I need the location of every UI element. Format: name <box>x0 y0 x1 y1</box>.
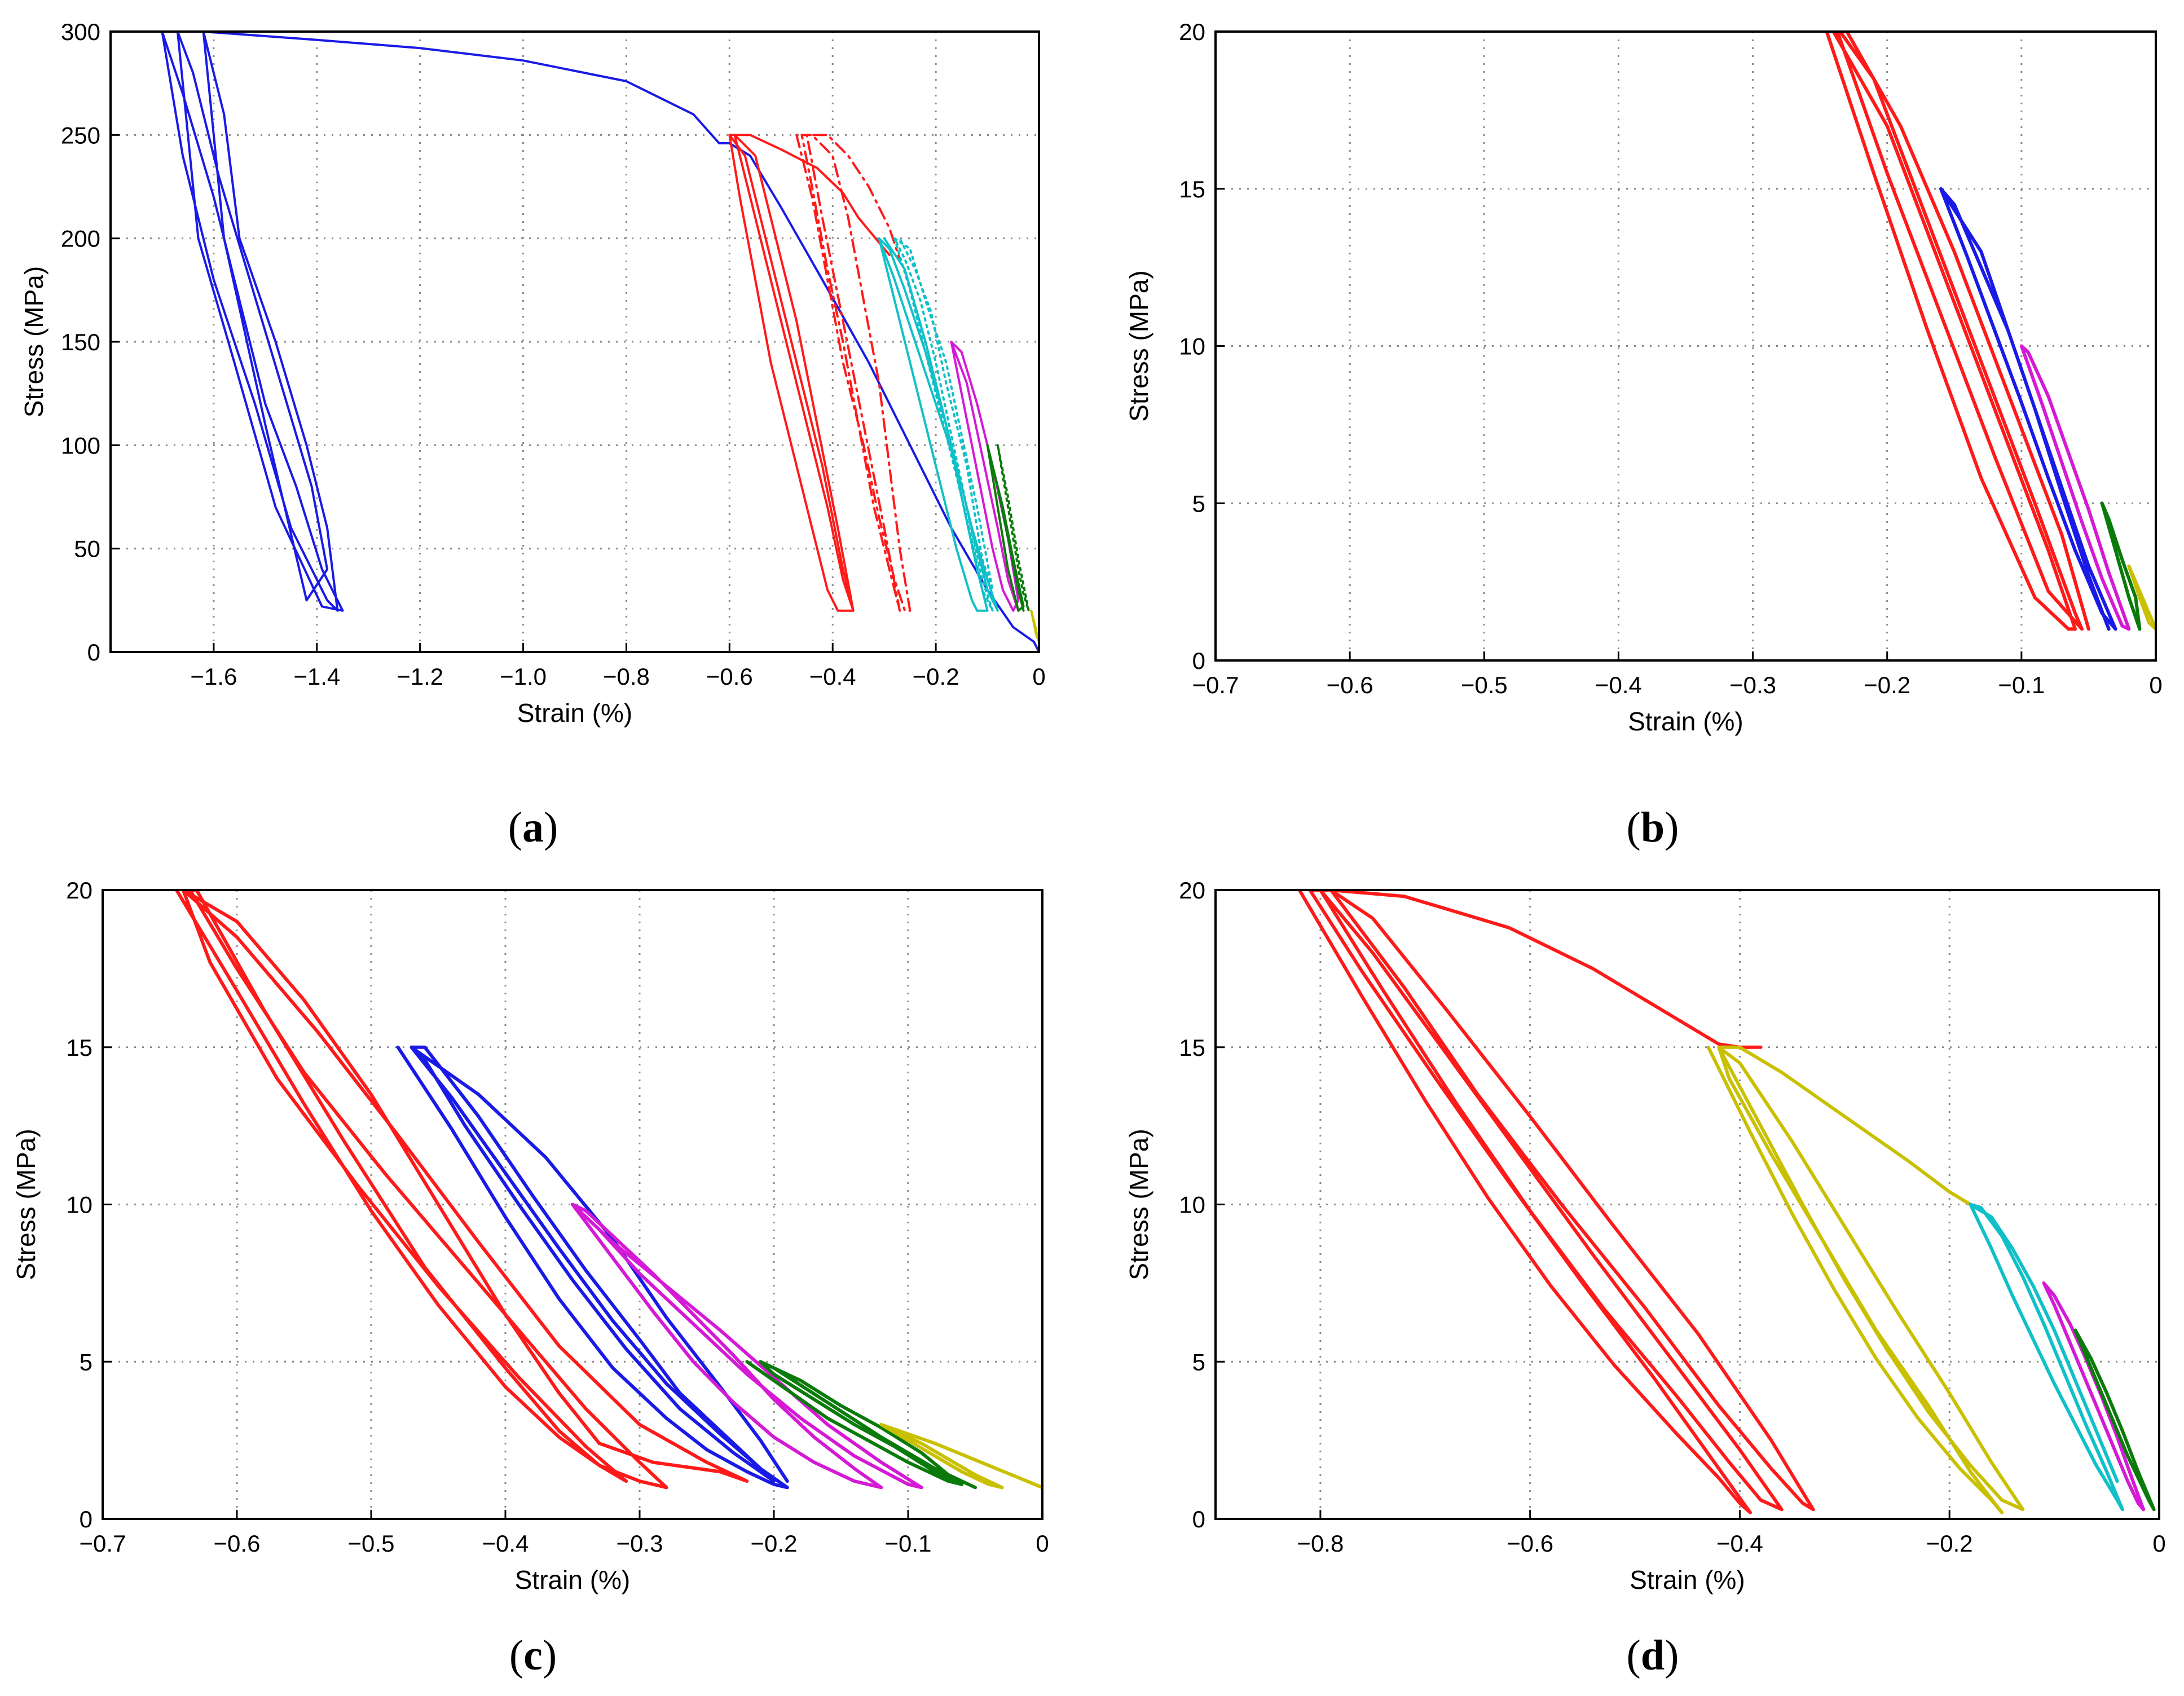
panel-b: 20 MPa cycles15 MPa cycles10 MPa cycles5… <box>1124 19 2163 736</box>
x-tick-label: −0.4 <box>1716 1530 1763 1557</box>
panel-d: 20 MPa cycles15 MPa cycles10 MPa cycles7… <box>1124 877 2166 1594</box>
y-axis-label: Stress (MPa) <box>1124 270 1153 421</box>
y-tick-label: 10 <box>66 1192 93 1218</box>
series-line-2: 15 MPa cycles <box>396 1045 789 1490</box>
series-line-5: 6 MPa cycles <box>2073 1328 2156 1512</box>
series-line-4: 5 MPa cycles <box>745 1360 977 1490</box>
x-axis-label: Strain (%) <box>1628 707 1743 736</box>
series-group: 20 MPa cycles15 MPa cycles10 MPa cycles5… <box>174 890 1042 1490</box>
series-line-5: 3 MPa cycles <box>879 1422 1042 1490</box>
x-tick-label: −1.2 <box>397 663 443 690</box>
x-tick-label: −0.6 <box>214 1530 261 1557</box>
panel-c: 20 MPa cycles15 MPa cycles10 MPa cycles5… <box>11 877 1049 1594</box>
x-tick-label: 0 <box>2149 672 2162 698</box>
x-tick-label: −0.6 <box>706 663 753 690</box>
caption-c: (c) <box>509 1632 557 1679</box>
caption-b: (b) <box>1627 804 1679 851</box>
x-tick-label: −0.4 <box>482 1530 529 1557</box>
y-tick-label: 5 <box>80 1349 93 1375</box>
x-tick-label: −1.4 <box>293 663 340 690</box>
series-line-5: 3 MPa cycles <box>2127 564 2156 631</box>
y-tick-label: 0 <box>1192 647 1205 674</box>
x-tick-label: −0.2 <box>913 663 959 690</box>
x-tick-label: −0.3 <box>617 1530 663 1557</box>
series-line-1: 300 MPa cycles <box>161 32 1039 652</box>
x-tick-label: −1.0 <box>500 663 547 690</box>
series-line-2: 250 MPa cycles <box>728 134 891 612</box>
x-tick-label: −0.6 <box>1327 672 1373 698</box>
x-tick-label: 0 <box>1032 663 1045 690</box>
y-tick-label: 15 <box>66 1034 93 1061</box>
series-group: 300 MPa cycles250 MPa cycles250 MPa cycl… <box>161 32 1039 652</box>
x-tick-label: −0.3 <box>1729 672 1776 698</box>
series-group: 20 MPa cycles15 MPa cycles10 MPa cycles5… <box>1825 32 2156 631</box>
y-tick-label: 10 <box>1179 333 1205 360</box>
x-tick-label: −0.6 <box>1507 1530 1553 1557</box>
panel-a: 300 MPa cycles250 MPa cycles250 MPa cycl… <box>19 19 1046 728</box>
series-line-4: 200 MPa cycles <box>878 237 999 612</box>
y-tick-label: 15 <box>1179 1034 1205 1061</box>
series-line-1: 20 MPa cycles <box>174 890 749 1490</box>
x-tick-label: −0.1 <box>1998 672 2045 698</box>
x-axis-label: Strain (%) <box>1630 1565 1745 1594</box>
y-tick-label: 50 <box>74 536 100 562</box>
series-group: 20 MPa cycles15 MPa cycles10 MPa cycles7… <box>1297 890 2156 1514</box>
x-tick-label: 0 <box>1036 1530 1049 1557</box>
y-tick-label: 5 <box>1192 1349 1205 1375</box>
y-tick-label: 5 <box>1192 490 1205 517</box>
y-tick-label: 20 <box>1179 19 1205 45</box>
y-tick-label: 10 <box>1179 1192 1205 1218</box>
caption-a: (a) <box>508 804 558 851</box>
y-tick-label: 20 <box>1179 877 1205 904</box>
y-tick-label: 300 <box>61 19 100 45</box>
x-tick-label: −1.6 <box>190 663 237 690</box>
series-line-9: small cycles <box>1030 609 1039 643</box>
series-line-3: 10 MPa cycles <box>2019 344 2131 631</box>
x-tick-label: −0.2 <box>1926 1530 1973 1557</box>
series-line-1: 20 MPa cycles <box>1297 890 1815 1514</box>
x-tick-label: −0.7 <box>80 1530 126 1557</box>
x-tick-label: −0.2 <box>1864 672 1910 698</box>
x-tick-label: −0.7 <box>1192 672 1239 698</box>
x-tick-label: −0.5 <box>348 1530 395 1557</box>
y-tick-label: 200 <box>61 226 100 252</box>
x-tick-label: −0.4 <box>1595 672 1642 698</box>
x-tick-label: −0.4 <box>809 663 856 690</box>
series-line-7: 100 MPa cycles <box>986 444 1025 612</box>
series-line-2: 15 MPa cycles <box>1706 1045 2025 1514</box>
y-axis-label: Stress (MPa) <box>1124 1129 1153 1280</box>
y-axis-label: Stress (MPa) <box>11 1129 41 1280</box>
y-axis-label: Stress (MPa) <box>19 266 49 417</box>
series-line-3: 10 MPa cycles <box>571 1202 923 1490</box>
x-tick-label: −0.5 <box>1461 672 1508 698</box>
series-line-4: 5 MPa cycles <box>2100 501 2142 631</box>
y-tick-label: 20 <box>66 877 93 904</box>
x-tick-label: −0.8 <box>1297 1530 1344 1557</box>
y-tick-label: 250 <box>61 122 100 148</box>
y-tick-label: 100 <box>61 432 100 459</box>
x-tick-label: −0.2 <box>751 1530 798 1557</box>
caption-d: (d) <box>1627 1632 1679 1679</box>
series-line-2: 15 MPa cycles <box>1939 187 2117 631</box>
series-line-8: 100 MPa cycles (dotted) <box>996 444 1030 612</box>
x-tick-label: 0 <box>2152 1530 2165 1557</box>
y-tick-label: 0 <box>80 1506 93 1532</box>
series-line-4: 7.5 MPa cycles <box>2042 1281 2146 1512</box>
x-tick-label: −0.1 <box>885 1530 932 1557</box>
y-tick-label: 150 <box>61 329 100 355</box>
series-line-1: 20 MPa cycles <box>1825 32 2090 631</box>
x-tick-label: −0.8 <box>603 663 650 690</box>
y-tick-label: 0 <box>1192 1506 1205 1532</box>
series-line-3: 250 MPa cycles (dash-dot) <box>795 134 912 612</box>
series-line-5: 200 MPa cycles (dotted) <box>893 237 994 612</box>
y-tick-label: 0 <box>87 639 100 666</box>
y-tick-label: 15 <box>1179 176 1205 202</box>
x-axis-label: Strain (%) <box>515 1565 630 1594</box>
series-line-3: 10 MPa cycles <box>1969 1202 2124 1512</box>
x-axis-label: Strain (%) <box>517 698 632 728</box>
